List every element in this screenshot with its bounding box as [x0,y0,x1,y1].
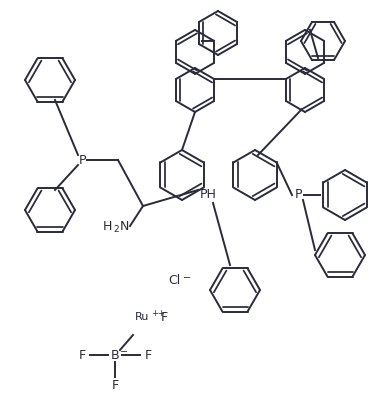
Text: F: F [111,379,118,392]
Text: PH: PH [200,189,216,201]
Text: Cl: Cl [168,275,180,288]
Text: ++: ++ [151,309,165,319]
Text: −: − [183,273,191,283]
Text: H: H [102,219,112,233]
Text: B: B [111,349,119,362]
Text: P: P [294,189,302,201]
Text: F: F [78,349,86,362]
Text: P: P [78,153,86,166]
Text: 2: 2 [113,224,118,233]
Text: −: − [120,347,128,357]
Text: F: F [144,349,152,362]
Text: N: N [120,219,130,233]
Text: F: F [161,310,168,323]
Text: Ru: Ru [135,312,149,322]
